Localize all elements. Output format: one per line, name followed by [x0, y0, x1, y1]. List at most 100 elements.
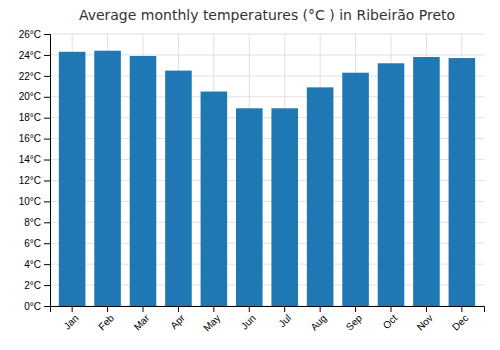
grid	[50, 34, 484, 306]
tick: 16°C	[19, 133, 50, 144]
tick-mark	[391, 306, 392, 312]
tick-mark	[320, 306, 321, 312]
tick-label: 6°C	[24, 238, 41, 249]
bar	[165, 71, 192, 306]
tick: 26°C	[19, 29, 50, 40]
tick: 8°C	[24, 217, 50, 228]
tick: May	[201, 306, 222, 334]
tick-label: 26°C	[19, 29, 41, 40]
bar	[271, 108, 298, 306]
tick-label: 14°C	[19, 154, 41, 165]
tick-mark	[107, 306, 108, 312]
tick-label: 20°C	[19, 91, 41, 102]
tick: Jun	[239, 306, 258, 332]
tick-label: Jul	[276, 312, 293, 329]
tick: Feb	[96, 306, 116, 332]
tick-mark	[249, 306, 250, 312]
tick-mark	[44, 306, 50, 307]
tick: Nov	[415, 306, 435, 333]
tick-label: 18°C	[19, 112, 41, 123]
bar	[236, 108, 263, 306]
tick-mark	[44, 97, 50, 98]
bar	[130, 56, 157, 306]
bar	[59, 52, 86, 306]
tick: Jul	[276, 306, 293, 329]
title: Average monthly temperatures (°C ) in Ri…	[79, 7, 455, 23]
tick: Oct	[381, 306, 400, 331]
bar	[342, 73, 369, 306]
tick-label: 16°C	[19, 133, 41, 144]
tick-label: Aug	[308, 312, 328, 332]
tick: Apr	[168, 306, 187, 331]
tick-mark	[284, 306, 285, 312]
tick-mark	[44, 222, 50, 223]
bars	[59, 51, 475, 306]
x-axis: Jan Feb Mar Apr May Jun Jul Aug Sep Oct Nov Dec	[51, 306, 485, 334]
tick: 2°C	[24, 280, 50, 291]
tick-label: 22°C	[19, 71, 41, 82]
tick-label: 8°C	[24, 217, 41, 228]
tick-mark	[44, 139, 50, 140]
tick-label: 24°C	[19, 50, 41, 61]
tick-label: Nov	[415, 312, 435, 332]
tick-mark	[143, 306, 144, 312]
tick-mark	[44, 180, 50, 181]
tick-label: 4°C	[24, 259, 41, 270]
tick-label: Dec	[450, 312, 470, 332]
bar	[413, 57, 440, 306]
bar	[449, 58, 476, 306]
tick: Mar	[132, 306, 152, 332]
tick-mark	[44, 243, 50, 244]
tick-label: 12°C	[19, 175, 41, 186]
tick-label: Mar	[132, 312, 152, 332]
tick-mark	[44, 160, 50, 161]
tick-label: Jan	[61, 312, 80, 331]
tick-mark	[213, 306, 214, 312]
tick-label: Oct	[381, 312, 400, 331]
tick-label: 10°C	[19, 196, 41, 207]
tick-mark	[44, 55, 50, 56]
tick: 24°C	[19, 50, 50, 61]
tick-mark	[461, 306, 462, 312]
tick-mark	[44, 118, 50, 119]
tick: Aug	[308, 306, 328, 333]
tick-mark	[426, 306, 427, 312]
tick: Sep	[344, 306, 365, 333]
tick-mark	[44, 34, 50, 35]
tick: Dec	[450, 306, 470, 333]
tick-mark	[44, 264, 50, 265]
tick-label: 0°C	[24, 301, 41, 312]
tick-label: 2°C	[24, 280, 41, 291]
y-axis: 0°C 2°C 4°C 6°C 8°C 10°C 12°C 14°C 16°C 18°C 20°C 2…	[19, 29, 51, 312]
plot: 0°C 2°C 4°C 6°C 8°C 10°C 12°C 14°C 16°C 18°C 20°C 2…	[19, 29, 485, 334]
axis-line	[44, 35, 51, 307]
grid-line	[50, 34, 484, 35]
tick-mark	[44, 201, 50, 202]
tick-mark	[72, 306, 73, 312]
tick-label: May	[201, 312, 222, 333]
tick-label: Feb	[96, 312, 116, 332]
tick: 12°C	[19, 175, 50, 186]
tick-label: Apr	[168, 312, 187, 331]
bar	[378, 63, 405, 306]
tick: 22°C	[19, 71, 50, 82]
tick-mark	[355, 306, 356, 312]
tick: 6°C	[24, 238, 50, 249]
tick: Jan	[61, 306, 80, 332]
tick-label: Jun	[239, 312, 258, 331]
tick: 20°C	[19, 91, 50, 102]
axis-line	[51, 307, 485, 313]
tick-mark	[44, 285, 50, 286]
tick: 4°C	[24, 259, 50, 270]
tick-mark	[44, 76, 50, 77]
tick: 10°C	[19, 196, 50, 207]
tick: 14°C	[19, 154, 50, 165]
tick: 0°C	[24, 301, 50, 312]
bar	[307, 87, 334, 306]
tick-label: Sep	[344, 312, 365, 333]
tick: 18°C	[19, 112, 50, 123]
bar	[201, 92, 228, 306]
chart: 0°C 2°C 4°C 6°C 8°C 10°C 12°C 14°C 16°C 18°C 20°C 2…	[0, 0, 500, 350]
tick-mark	[178, 306, 179, 312]
bar	[94, 51, 121, 306]
